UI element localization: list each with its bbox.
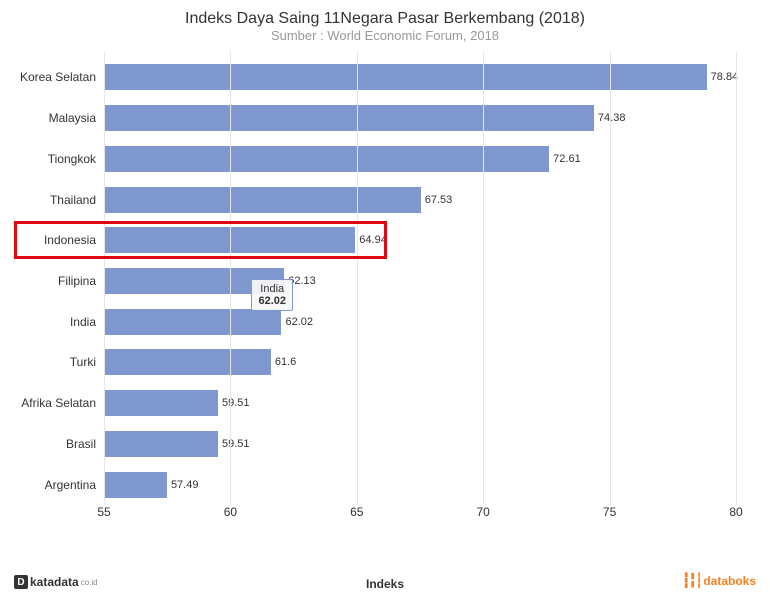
tooltip-title: India: [258, 283, 286, 295]
bar-row: Brasil59.51: [104, 429, 736, 459]
x-tick-label: 65: [350, 505, 363, 519]
x-axis-title: Indeks: [366, 577, 404, 591]
x-tick-label: 70: [477, 505, 490, 519]
gridline: [357, 51, 358, 505]
footer-left-suffix: co.id: [81, 578, 98, 587]
category-label: Thailand: [50, 193, 104, 207]
value-label: 59.51: [218, 397, 250, 409]
footer-left-brand: D katadataco.id: [14, 575, 98, 589]
value-label: 61.6: [271, 356, 296, 368]
bar-row: Thailand67.53: [104, 185, 736, 215]
category-label: Indonesia: [44, 233, 104, 247]
bar[interactable]: 78.84: [104, 64, 707, 90]
value-label: 72.61: [549, 153, 581, 165]
value-label: 59.51: [218, 438, 250, 450]
x-axis-ticks: 556065707580: [104, 505, 736, 521]
bar-row: Indonesia64.94: [104, 225, 736, 255]
footer-right-brand: ┇╏┆ databoks: [682, 572, 756, 589]
category-label: Afrika Selatan: [21, 396, 104, 410]
bar[interactable]: 59.51: [104, 390, 218, 416]
bar-row: India62.02: [104, 307, 736, 337]
bar-row: Turki61.6: [104, 347, 736, 377]
value-label: 62.02: [281, 316, 313, 328]
category-label: Tiongkok: [48, 152, 104, 166]
gridline: [736, 51, 737, 505]
category-label: Argentina: [45, 478, 104, 492]
gridline: [230, 51, 231, 505]
category-label: Brasil: [66, 437, 104, 451]
category-label: Malaysia: [49, 111, 104, 125]
bar-row: Korea Selatan78.84: [104, 62, 736, 92]
chart-container: Indeks Daya Saing 11Negara Pasar Berkemb…: [0, 0, 770, 597]
bar[interactable]: 67.53: [104, 187, 421, 213]
footer-left-text: katadata: [30, 575, 79, 589]
x-tick-label: 80: [729, 505, 742, 519]
bar-row: Filipina62.13: [104, 266, 736, 296]
chart-title: Indeks Daya Saing 11Negara Pasar Berkemb…: [14, 10, 756, 28]
bar-row: Malaysia74.38: [104, 103, 736, 133]
bar-row: Tiongkok72.61: [104, 144, 736, 174]
x-tick-label: 55: [97, 505, 110, 519]
category-label: Turki: [70, 355, 104, 369]
bar[interactable]: 57.49: [104, 472, 167, 498]
category-label: India: [70, 315, 104, 329]
plot-area: Korea Selatan78.84 Malaysia74.38 Tiongkok7…: [104, 51, 736, 531]
x-tick-label: 60: [224, 505, 237, 519]
bars-group: Korea Selatan78.84 Malaysia74.38 Tiongkok7…: [104, 57, 736, 505]
gridline: [104, 51, 105, 505]
gridline: [483, 51, 484, 505]
bar[interactable]: 74.38: [104, 105, 594, 131]
bar[interactable]: 59.51: [104, 431, 218, 457]
bar[interactable]: 61.6: [104, 349, 271, 375]
category-label: Filipina: [58, 274, 104, 288]
footer-right-text: databoks: [703, 574, 756, 588]
category-label: Korea Selatan: [20, 70, 104, 84]
databoks-logo-icon: ┇╏┆: [682, 572, 701, 589]
value-label: 67.53: [421, 194, 453, 206]
x-tick-label: 75: [603, 505, 616, 519]
value-label: 64.94: [355, 234, 387, 246]
katadata-logo-icon: D: [14, 575, 28, 589]
gridline: [610, 51, 611, 505]
chart-subtitle: Sumber : World Economic Forum, 2018: [14, 28, 756, 43]
bar-row: Afrika Selatan59.51: [104, 388, 736, 418]
tooltip: India62.02: [251, 279, 293, 311]
bar[interactable]: 62.02: [104, 309, 281, 335]
bar-row: Argentina57.49: [104, 470, 736, 500]
value-label: 57.49: [167, 479, 199, 491]
tooltip-value: 62.02: [258, 295, 286, 307]
value-label: 78.84: [707, 71, 739, 83]
